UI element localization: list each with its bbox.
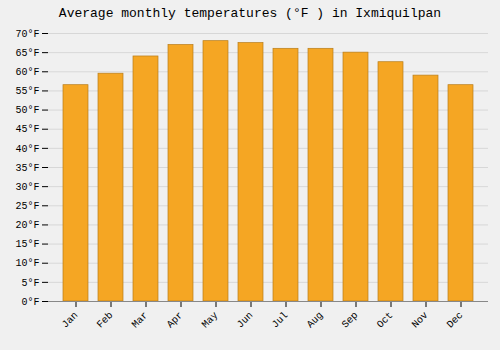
svg-text:65°F: 65°F xyxy=(15,48,39,59)
svg-text:Feb: Feb xyxy=(95,310,116,331)
svg-text:Jan: Jan xyxy=(60,310,81,331)
svg-text:25°F: 25°F xyxy=(15,201,39,212)
svg-text:Oct: Oct xyxy=(375,310,396,331)
svg-text:20°F: 20°F xyxy=(15,220,39,231)
svg-text:0°F: 0°F xyxy=(21,297,39,308)
svg-text:10°F: 10°F xyxy=(15,258,39,269)
svg-text:Mar: Mar xyxy=(130,310,151,331)
svg-text:5°F: 5°F xyxy=(21,278,39,289)
svg-text:45°F: 45°F xyxy=(15,124,39,135)
svg-text:30°F: 30°F xyxy=(15,182,39,193)
svg-text:Aug: Aug xyxy=(305,310,326,331)
html-text:Average monthly temperatures (: Average monthly temperatures (°F ) in Ix… xyxy=(58,6,442,21)
svg-text:Sep: Sep xyxy=(340,310,361,331)
svg-text:Jul: Jul xyxy=(270,310,291,331)
svg-text:70°F: 70°F xyxy=(15,29,39,40)
svg-text:Nov: Nov xyxy=(410,310,431,331)
svg-text:40°F: 40°F xyxy=(15,144,39,155)
svg-text:50°F: 50°F xyxy=(15,105,39,116)
svg-text:Jun: Jun xyxy=(235,310,256,331)
svg-text:May: May xyxy=(200,310,221,331)
svg-text:35°F: 35°F xyxy=(15,163,39,174)
svg-text:15°F: 15°F xyxy=(15,239,39,250)
svg-text:60°F: 60°F xyxy=(15,67,39,78)
svg-text:55°F: 55°F xyxy=(15,86,39,97)
svg-text:Apr: Apr xyxy=(165,310,186,331)
svg-text:Dec: Dec xyxy=(445,310,466,331)
